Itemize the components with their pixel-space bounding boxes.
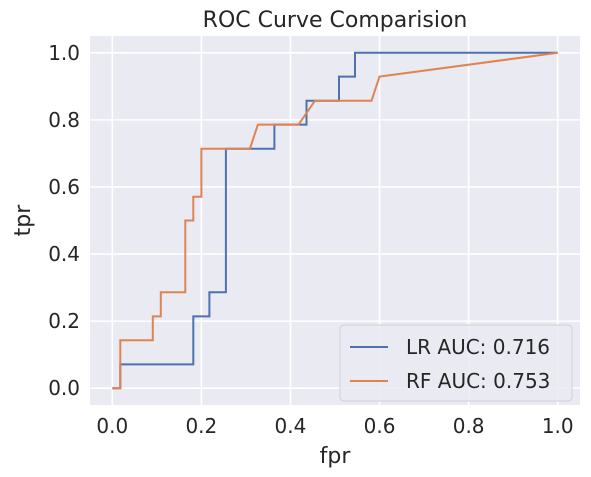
legend-label: LR AUC: 0.716	[406, 335, 550, 359]
y-tick-labels: 0.0 0.2 0.4 0.6 0.8 1.0	[48, 41, 80, 400]
y-tick-label: 0.8	[48, 108, 80, 132]
y-tick-label: 1.0	[48, 41, 80, 65]
legend: LR AUC: 0.716 RF AUC: 0.753	[339, 324, 573, 402]
legend-label: RF AUC: 0.753	[406, 369, 550, 393]
legend-box	[339, 324, 573, 402]
grid	[90, 36, 580, 405]
y-tick-label: 0.6	[48, 175, 80, 199]
y-tick-label: 0.0	[48, 376, 80, 400]
x-tick-label: 1.0	[542, 414, 574, 438]
x-axis-label: fpr	[320, 444, 352, 469]
x-tick-label: 0.0	[96, 414, 128, 438]
x-tick-label: 0.6	[364, 414, 396, 438]
x-tick-label: 0.8	[453, 414, 485, 438]
y-axis-label: tpr	[11, 204, 36, 237]
x-tick-label: 0.2	[185, 414, 217, 438]
series-layer	[112, 51, 558, 390]
chart-title: ROC Curve Comparision	[203, 8, 468, 33]
x-tick-labels: 0.0 0.2 0.4 0.6 0.8 1.0	[96, 414, 573, 438]
series-line-rf	[112, 51, 558, 390]
y-tick-label: 0.2	[48, 309, 80, 333]
y-tick-label: 0.4	[48, 242, 80, 266]
x-tick-label: 0.4	[275, 414, 307, 438]
